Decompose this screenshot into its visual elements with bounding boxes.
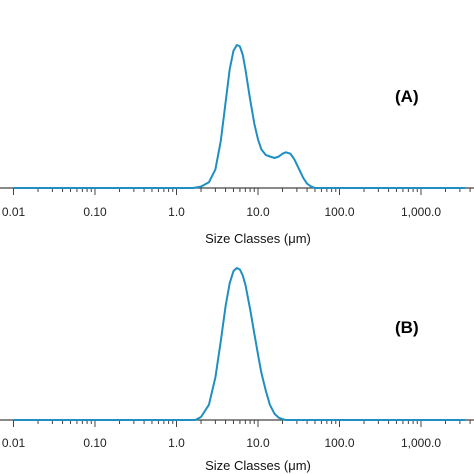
panel-a-tick-label: 0.10	[83, 205, 107, 219]
panel-b-tick-label: 10.0	[246, 436, 270, 450]
panel-b-tick-label: 1,000.0	[401, 436, 441, 450]
panel-a-tick-label: 1.0	[168, 205, 185, 219]
panel-b-tick-label: 0.10	[83, 436, 107, 450]
panel-a-tick-label: 1,000.0	[401, 205, 441, 219]
panel-a-series-line	[13, 44, 466, 189]
panel-a-tick-labels: 0.01 0.10 1.0 10.0 100.0 1,000.0	[2, 205, 442, 219]
panel-b-tick-label: 100.0	[324, 436, 354, 450]
panel-a-tick-label: 100.0	[324, 205, 354, 219]
panel-b: (B) 0.01 0.10 1.0 10.0 100.0 1,000.0 Size Cla…	[0, 267, 474, 473]
panel-b-tick-label: 0.01	[2, 436, 26, 450]
panel-a-tick-label: 0.01	[2, 205, 26, 219]
panel-a: (A) 0.01 0.10 1.0 10.0 100.0 1,000.0 Size Cla…	[0, 44, 474, 246]
panel-a-x-axis-label: Size Classes (μm)	[205, 231, 311, 246]
panel-b-label: (B)	[395, 318, 419, 337]
panel-a-label: (A)	[395, 87, 419, 106]
panel-a-tick-label: 10.0	[246, 205, 270, 219]
panel-b-series-line	[13, 267, 466, 421]
panel-b-ticks	[13, 420, 471, 427]
panel-b-tick-label: 1.0	[168, 436, 185, 450]
panel-b-x-axis-label: Size Classes (μm)	[205, 458, 311, 473]
panel-a-ticks	[13, 188, 471, 195]
panel-b-tick-labels: 0.01 0.10 1.0 10.0 100.0 1,000.0	[2, 436, 442, 450]
